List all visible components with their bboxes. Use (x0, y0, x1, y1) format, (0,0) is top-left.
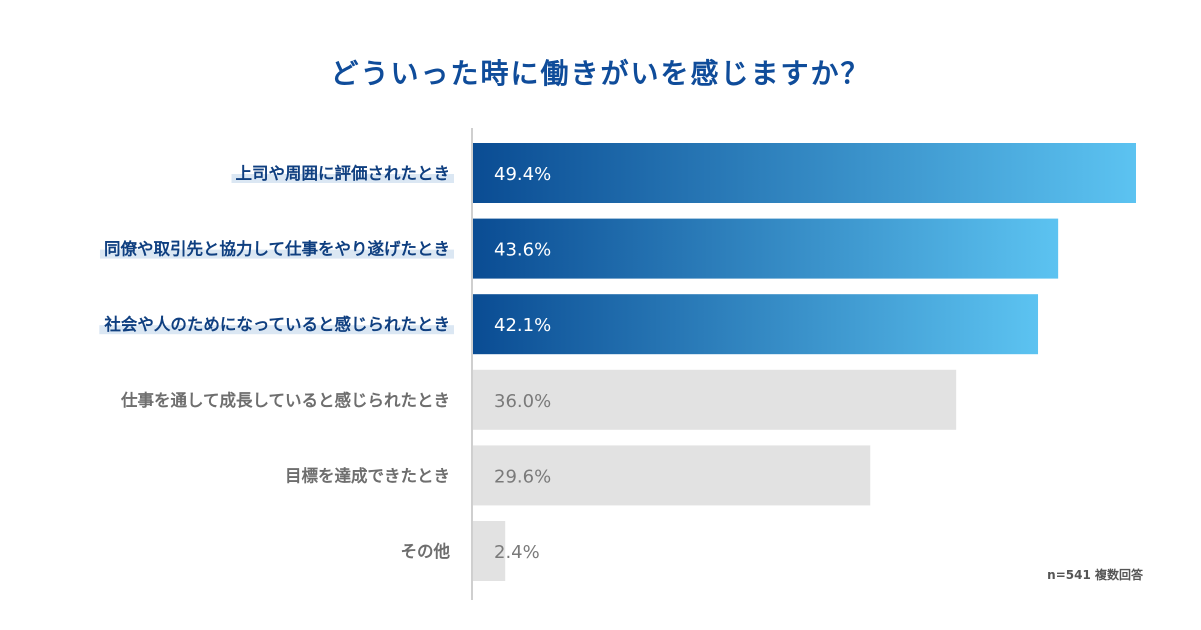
value-label-3: 42.1% (494, 315, 551, 336)
label-highlight-3 (99, 325, 454, 335)
category-label-2: 同僚や取引先と協力して仕事をやり遂げたとき (104, 239, 450, 259)
bar-5 (473, 445, 871, 506)
sample-size-note: n=541 複数回答 (1047, 568, 1143, 582)
value-label-2: 43.6% (494, 240, 551, 261)
bar-3 (473, 294, 1039, 355)
bar-4 (473, 369, 957, 430)
value-label-6: 2.4% (494, 542, 540, 563)
bar-2 (473, 218, 1059, 279)
category-label-3: 社会や人のためになっていると感じられたとき (103, 314, 450, 334)
category-label-5: 目標を達成できたとき (285, 465, 450, 485)
value-label-1: 49.4% (494, 164, 551, 185)
value-label-4: 36.0% (494, 391, 551, 412)
label-highlight-2 (99, 249, 454, 259)
category-label-4: 仕事を通して成長していると感じられたとき (120, 390, 450, 410)
value-label-5: 29.6% (494, 466, 551, 487)
category-label-1: 上司や周囲に評価されたとき (236, 163, 451, 183)
bar-1 (473, 143, 1136, 203)
chart-title: どういった時に働きがいを感じますか？ (330, 57, 871, 90)
label-highlight-1 (231, 174, 454, 183)
bar-6 (473, 521, 506, 581)
category-label-6: その他 (401, 541, 451, 561)
